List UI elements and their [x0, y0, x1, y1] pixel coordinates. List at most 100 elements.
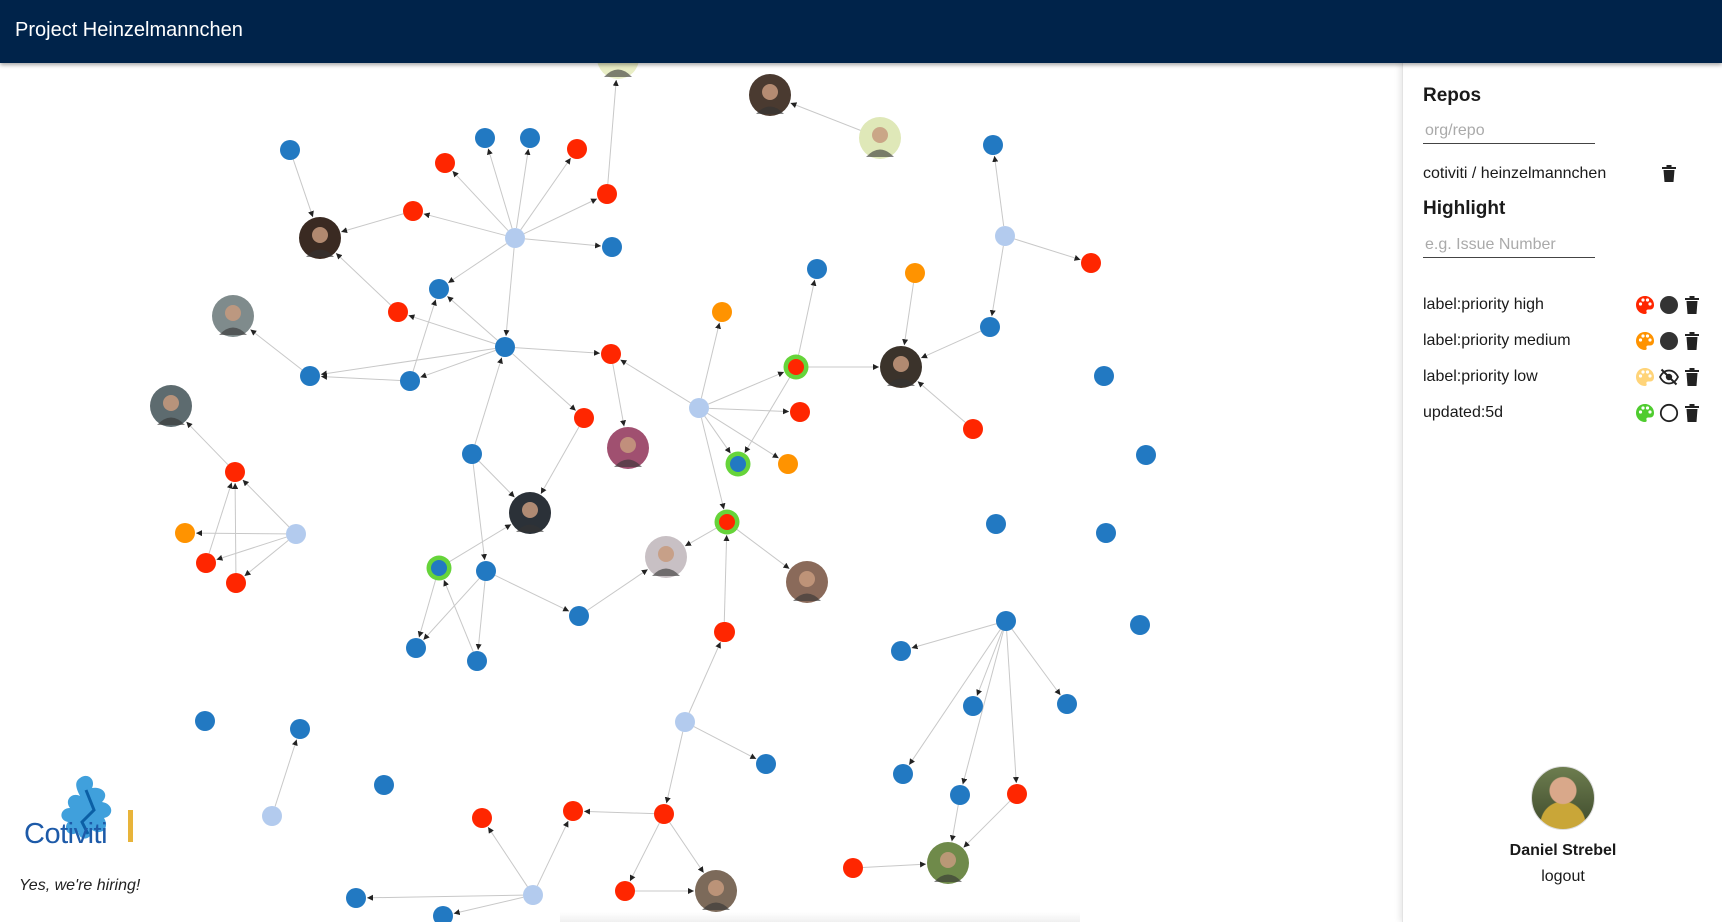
- issue-graph[interactable]: [0, 63, 1402, 922]
- issue-node[interactable]: [569, 606, 589, 626]
- delete-trash-icon[interactable]: [1682, 331, 1702, 351]
- delete-trash-icon[interactable]: [1682, 367, 1702, 387]
- delete-trash-icon[interactable]: [1682, 295, 1702, 315]
- issue-node[interactable]: [567, 139, 587, 159]
- delete-trash-icon[interactable]: [1682, 403, 1702, 423]
- hub-node[interactable]: [286, 524, 306, 544]
- issue-node[interactable]: [574, 408, 594, 428]
- issue-node[interactable]: [654, 804, 674, 824]
- issue-node[interactable]: [615, 881, 635, 901]
- visible-circle-icon[interactable]: [1659, 331, 1679, 351]
- user-avatar[interactable]: [1531, 766, 1595, 830]
- issue-node[interactable]: [374, 775, 394, 795]
- avatar-node[interactable]: [645, 536, 687, 578]
- hub-node[interactable]: [523, 885, 543, 905]
- issue-node[interactable]: [756, 754, 776, 774]
- issue-node[interactable]: [280, 140, 300, 160]
- updated-issue-node[interactable]: [426, 555, 452, 581]
- issue-node[interactable]: [300, 366, 320, 386]
- issue-node[interactable]: [602, 237, 622, 257]
- issue-node[interactable]: [963, 419, 983, 439]
- hiring-tagline[interactable]: Yes, we're hiring!: [19, 877, 141, 894]
- issue-node[interactable]: [462, 444, 482, 464]
- avatar-node[interactable]: [880, 346, 922, 388]
- eye-off-icon[interactable]: [1659, 367, 1679, 387]
- visible-circle-icon[interactable]: [1659, 295, 1679, 315]
- issue-node[interactable]: [905, 263, 925, 283]
- issue-node[interactable]: [400, 371, 420, 391]
- hub-node[interactable]: [689, 398, 709, 418]
- issue-node[interactable]: [980, 317, 1000, 337]
- palette-icon[interactable]: [1635, 403, 1655, 423]
- avatar-node[interactable]: [749, 74, 791, 116]
- avatar-node[interactable]: [509, 492, 551, 534]
- hub-node[interactable]: [505, 228, 525, 248]
- issue-node[interactable]: [597, 184, 617, 204]
- avatar-node[interactable]: [859, 117, 901, 159]
- issue-node[interactable]: [403, 201, 423, 221]
- updated-issue-node[interactable]: [783, 354, 809, 380]
- issue-node[interactable]: [1136, 445, 1156, 465]
- issue-node[interactable]: [950, 785, 970, 805]
- hub-node[interactable]: [675, 712, 695, 732]
- hub-node[interactable]: [262, 806, 282, 826]
- repo-input[interactable]: [1423, 119, 1595, 144]
- issue-node[interactable]: [196, 553, 216, 573]
- issue-node[interactable]: [843, 858, 863, 878]
- issue-node[interactable]: [472, 808, 492, 828]
- issue-node[interactable]: [715, 622, 735, 642]
- issue-node[interactable]: [495, 337, 515, 357]
- issue-node[interactable]: [1007, 784, 1027, 804]
- issue-node[interactable]: [778, 454, 798, 474]
- issue-node[interactable]: [601, 344, 621, 364]
- avatar-node[interactable]: [212, 295, 254, 337]
- issue-node[interactable]: [790, 402, 810, 422]
- avatar-node[interactable]: [695, 870, 737, 912]
- issue-node[interactable]: [226, 573, 246, 593]
- palette-icon[interactable]: [1635, 295, 1655, 315]
- avatar-node[interactable]: [150, 385, 192, 427]
- issue-node[interactable]: [1096, 523, 1116, 543]
- issue-node[interactable]: [195, 711, 215, 731]
- issue-node[interactable]: [963, 696, 983, 716]
- issue-node[interactable]: [520, 128, 540, 148]
- issue-node[interactable]: [983, 135, 1003, 155]
- issue-node[interactable]: [563, 801, 583, 821]
- avatar-node[interactable]: [786, 561, 828, 603]
- outline-circle-icon[interactable]: [1659, 403, 1679, 423]
- issue-node[interactable]: [388, 302, 408, 322]
- issue-node[interactable]: [475, 128, 495, 148]
- issue-node[interactable]: [893, 764, 913, 784]
- issue-node[interactable]: [1081, 253, 1101, 273]
- issue-node[interactable]: [225, 462, 245, 482]
- issue-node[interactable]: [433, 906, 453, 922]
- issue-node[interactable]: [712, 302, 732, 322]
- issue-node[interactable]: [406, 638, 426, 658]
- avatar-node[interactable]: [927, 842, 969, 884]
- palette-icon[interactable]: [1635, 331, 1655, 351]
- issue-node[interactable]: [1057, 694, 1077, 714]
- updated-issue-node[interactable]: [714, 509, 740, 535]
- issue-node[interactable]: [996, 611, 1016, 631]
- palette-icon[interactable]: [1635, 367, 1655, 387]
- issue-node[interactable]: [429, 279, 449, 299]
- delete-repo-trash-icon[interactable]: [1662, 165, 1676, 182]
- avatar-node[interactable]: [607, 427, 649, 469]
- highlight-input[interactable]: [1423, 233, 1595, 258]
- avatar-node[interactable]: [299, 217, 341, 259]
- graph-canvas[interactable]: [0, 63, 1402, 922]
- logout-link[interactable]: logout: [1541, 868, 1585, 885]
- issue-node[interactable]: [435, 153, 455, 173]
- issue-node[interactable]: [807, 259, 827, 279]
- hub-node[interactable]: [995, 226, 1015, 246]
- updated-issue-node[interactable]: [725, 451, 751, 477]
- issue-node[interactable]: [476, 561, 496, 581]
- issue-node[interactable]: [891, 641, 911, 661]
- issue-node[interactable]: [986, 514, 1006, 534]
- issue-node[interactable]: [175, 523, 195, 543]
- avatar-node[interactable]: [597, 63, 639, 79]
- issue-node[interactable]: [1130, 615, 1150, 635]
- issue-node[interactable]: [467, 651, 487, 671]
- issue-node[interactable]: [1094, 366, 1114, 386]
- issue-node[interactable]: [346, 888, 366, 908]
